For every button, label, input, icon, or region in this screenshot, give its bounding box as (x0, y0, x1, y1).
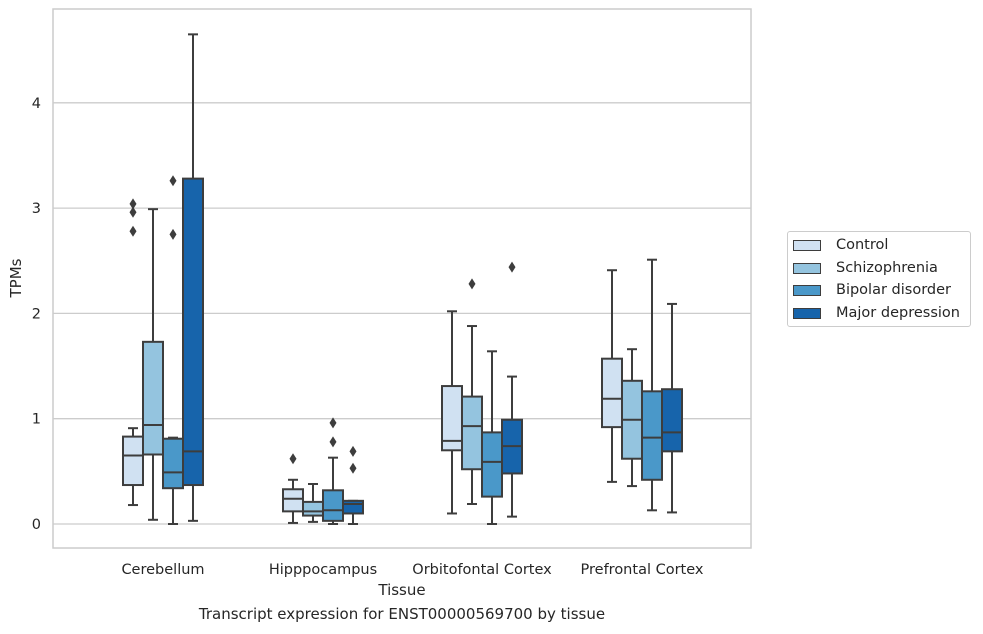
box-group (342, 445, 364, 525)
box (342, 499, 364, 515)
outlier-point (508, 261, 516, 273)
y-tick-label: 2 (32, 306, 41, 322)
y-tick-label: 1 (32, 412, 41, 428)
box (322, 489, 344, 522)
legend-swatch (793, 284, 821, 296)
chart-caption: Transcript expression for ENST0000056970… (198, 605, 606, 623)
box-group (621, 348, 643, 488)
outlier-point (169, 175, 177, 187)
box-group (122, 198, 144, 507)
legend-label: Control (836, 237, 889, 253)
outlier-point (329, 417, 337, 429)
outlier-point (349, 462, 357, 474)
box (481, 431, 503, 498)
legend-label: Schizophrenia (836, 260, 938, 276)
x-tick-label: Hipppocampus (269, 562, 377, 578)
box-group (142, 208, 164, 521)
outlier-point (129, 206, 137, 218)
y-tick-label: 4 (32, 96, 41, 112)
x-tick-label: Prefrontal Cortex (581, 562, 704, 578)
box-group (661, 302, 683, 514)
legend: Control Schizophrenia Bipolar disorder M… (787, 231, 971, 327)
box (122, 435, 144, 487)
box (302, 500, 324, 517)
boxes (122, 33, 683, 525)
box (142, 340, 164, 456)
x-tick-label: Orbitofontal Cortex (412, 562, 552, 578)
x-tick-labels: Cerebellum Hipppocampus Orbitofontal Corte… (121, 562, 703, 578)
box (461, 395, 483, 471)
outlier-point (349, 445, 357, 457)
box-group (182, 33, 204, 522)
y-tick-label: 0 (32, 517, 41, 533)
outlier-point (129, 225, 137, 237)
legend-item-schizophrenia: Schizophrenia (793, 258, 938, 278)
box-group (282, 453, 304, 524)
outlier-point (329, 436, 337, 448)
box (162, 437, 184, 490)
box (182, 177, 204, 487)
box-group (501, 261, 523, 518)
box (661, 388, 683, 453)
legend-label: Bipolar disorder (836, 282, 951, 298)
y-axis-label: TPMs (7, 258, 25, 298)
outlier-point (289, 453, 297, 465)
outlier-point (468, 278, 476, 290)
x-tick-label: Cerebellum (121, 562, 204, 578)
y-tick-label: 3 (32, 201, 41, 217)
legend-swatch (793, 262, 821, 274)
outlier-point (169, 228, 177, 240)
legend-item-major-depression: Major depression (793, 303, 960, 323)
legend-swatch (793, 307, 821, 319)
outlier-point (129, 198, 137, 210)
box (282, 488, 304, 513)
box-group (322, 417, 344, 525)
legend-item-control: Control (793, 235, 888, 255)
x-axis-label: Tissue (377, 581, 425, 599)
box-group (461, 278, 483, 505)
box-group (162, 175, 184, 525)
box (641, 390, 663, 481)
legend-label: Major depression (836, 305, 960, 321)
y-tick-labels: 0 1 2 3 4 (32, 96, 41, 533)
legend-swatch (793, 239, 821, 251)
legend-item-bipolar-disorder: Bipolar disorder (793, 280, 951, 300)
box (601, 357, 623, 429)
box-group (441, 310, 463, 515)
